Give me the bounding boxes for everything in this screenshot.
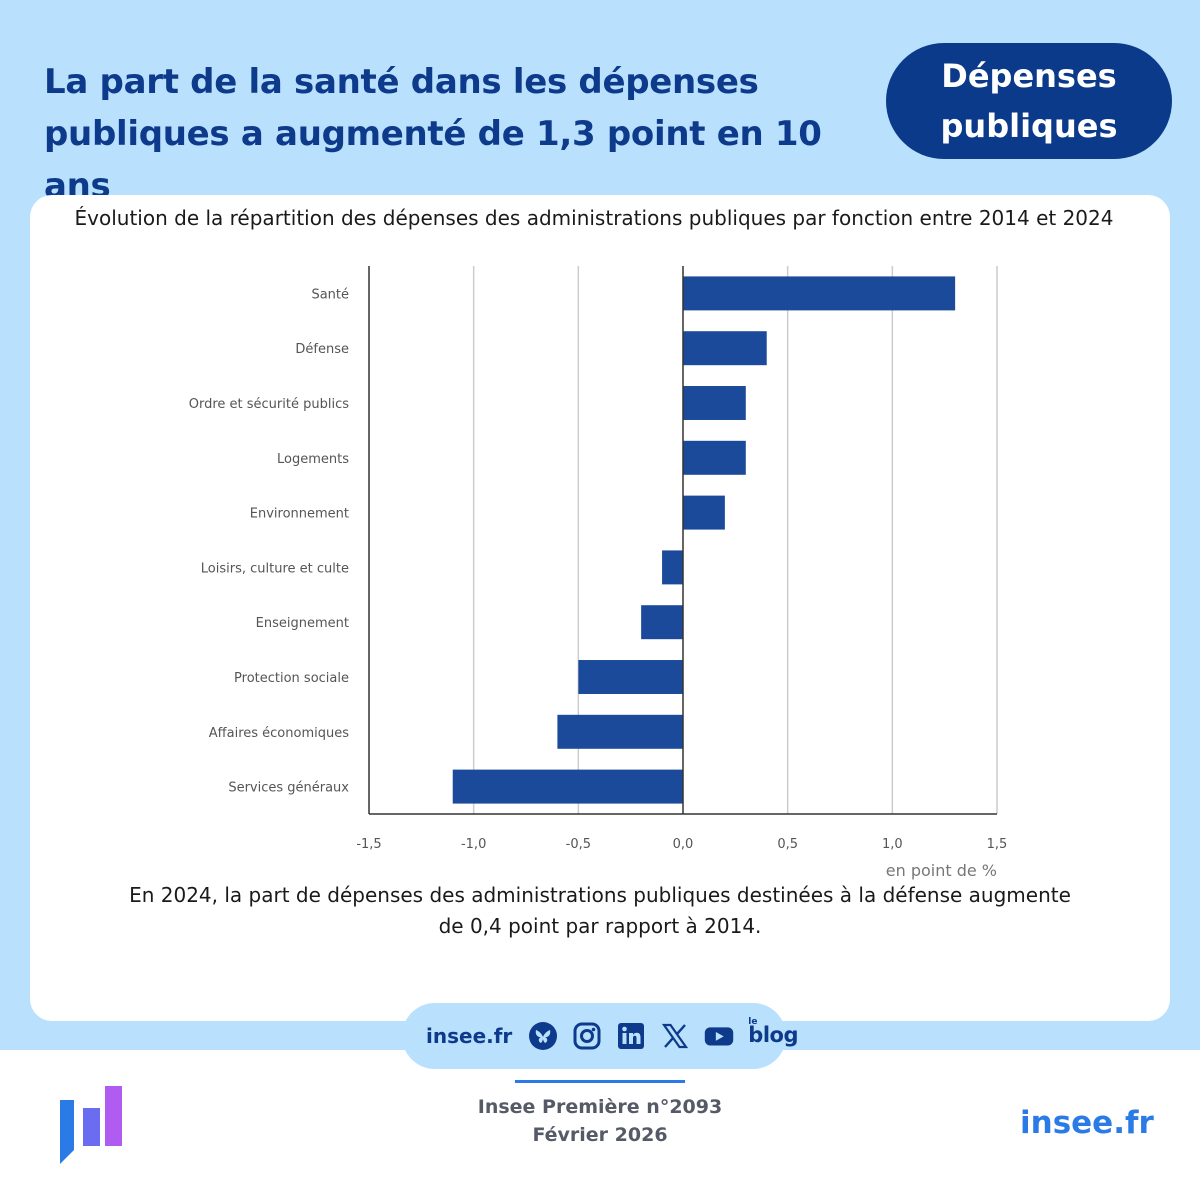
youtube-icon[interactable] — [704, 1021, 734, 1051]
footnote-line-2: de 0,4 point par rapport à 2014. — [438, 914, 762, 938]
bar-6 — [662, 550, 683, 585]
category-label: Ordre et sécurité publics — [189, 397, 349, 412]
chart-title: Évolution de la répartition des dépenses… — [74, 206, 1114, 230]
blog-icon[interactable]: le blog — [748, 1017, 798, 1051]
footer-site-link[interactable]: insee.fr — [1020, 1105, 1154, 1141]
publication-info: Insee Première n°2093 Février 2026 — [0, 1093, 1200, 1149]
social-links-bar: insee.fr le — [402, 1003, 798, 1069]
topic-badge-label: Dépenses publiques — [940, 57, 1118, 145]
chart-card — [30, 195, 1170, 1021]
chart-footnote: En 2024, la part de dépenses des adminis… — [60, 880, 1140, 942]
bar-8 — [578, 660, 683, 694]
x-tick-label: -1,0 — [461, 837, 486, 852]
category-label: Santé — [311, 287, 349, 302]
footnote-line-1: En 2024, la part de dépenses des adminis… — [129, 883, 1071, 907]
bar-7 — [641, 605, 683, 640]
page-title: La part de la santé dans les dépenses pu… — [44, 62, 822, 206]
x-tick-label: -1,5 — [356, 837, 381, 852]
x-icon[interactable] — [660, 1021, 690, 1051]
bar-10 — [452, 769, 683, 804]
topic-badge: Dépenses publiques — [886, 43, 1172, 159]
instagram-icon[interactable] — [572, 1021, 602, 1051]
x-tick-label: 0,5 — [777, 837, 798, 852]
category-label: Services généraux — [228, 781, 349, 796]
category-label: Loisirs, culture et culte — [201, 561, 349, 576]
bar-5 — [683, 495, 725, 530]
bar-3 — [683, 386, 746, 420]
footer-divider — [515, 1080, 685, 1083]
x-tick-label: -0,5 — [566, 837, 591, 852]
blog-label: blog — [748, 1023, 798, 1047]
bar-9 — [557, 714, 683, 749]
x-tick-label: 1,0 — [882, 837, 903, 852]
category-label: Logements — [277, 452, 349, 467]
category-label: Défense — [295, 342, 349, 357]
linkedin-icon[interactable] — [616, 1021, 646, 1051]
publication-date: Février 2026 — [532, 1124, 668, 1146]
x-tick-label: 0,0 — [673, 837, 694, 852]
x-axis-label: en point de % — [886, 861, 997, 880]
social-site-link[interactable]: insee.fr — [426, 1024, 513, 1048]
bar-4 — [683, 440, 746, 475]
category-label: Environnement — [250, 507, 349, 522]
category-label: Enseignement — [256, 616, 349, 631]
bluesky-icon[interactable] — [528, 1021, 558, 1051]
bar-2 — [683, 331, 767, 366]
category-label: Protection sociale — [234, 671, 349, 686]
category-label: Affaires économiques — [209, 726, 349, 741]
insee-logo-icon — [60, 1086, 122, 1164]
bar-chart: Santé Défense Ordre et sécurité publics Log… — [189, 266, 1008, 880]
bar-1 — [683, 276, 956, 311]
x-tick-label: 1,5 — [987, 837, 1008, 852]
publication-name: Insee Première n°2093 — [477, 1096, 723, 1118]
blog-prefix: le — [748, 1017, 758, 1027]
